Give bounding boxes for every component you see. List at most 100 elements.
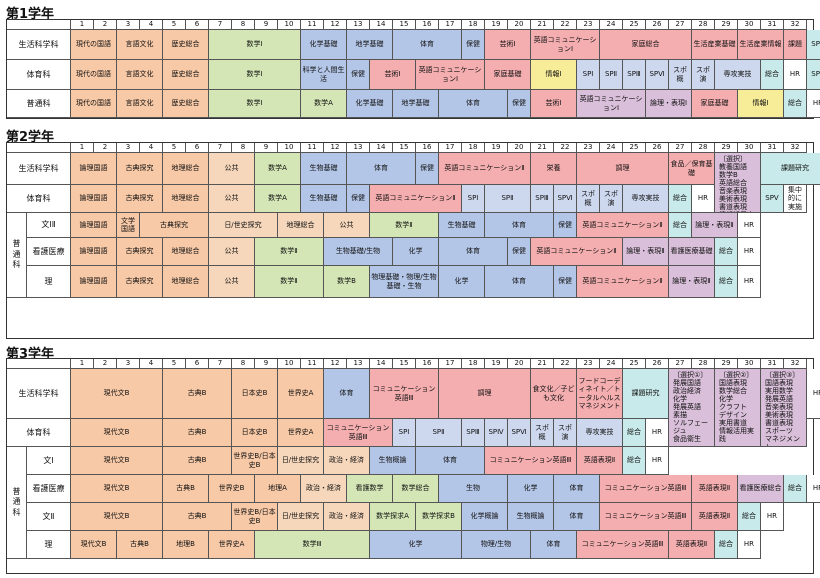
subject-cell: 論理・表現Ⅱ (669, 266, 715, 298)
column-header: 8 (232, 143, 255, 153)
column-header: 18 (462, 359, 485, 369)
column-header: 3 (117, 359, 140, 369)
subject-cell: SPⅠ (393, 419, 416, 447)
subject-cell: コミュニケーション英語Ⅲ (600, 503, 692, 531)
subject-cell: 公共 (209, 238, 255, 266)
column-header: 30 (738, 143, 761, 153)
subject-cell: 古典探究 (140, 213, 209, 238)
subject-cell: HR (807, 369, 820, 419)
column-header: 31 (761, 20, 784, 30)
subject-cell: 数学Ⅰ (209, 60, 301, 90)
subject-cell: 古典B (163, 447, 232, 475)
column-header: 5 (163, 359, 186, 369)
subject-cell: 古典B (163, 419, 232, 447)
subject-cell: 体育 (485, 266, 554, 298)
column-header: 10 (278, 359, 301, 369)
course-label: 理 (27, 531, 71, 559)
subject-cell: スポ演 (692, 60, 715, 90)
column-header: 15 (393, 143, 416, 153)
subject-cell: 英語コミュニケーションⅡ (439, 153, 531, 185)
subject-cell: 調理 (439, 369, 531, 419)
column-header: 14 (370, 359, 393, 369)
grade-3-timetable: 1 2 3 4 5 6 7 8 9 10 11 12 13 14 15 16 17 18 19 20 21 22 23 24 2… (6, 358, 820, 574)
subject-cell: 英語コミュニケーションⅠ (577, 90, 646, 118)
column-header: 1 (71, 359, 94, 369)
subject-cell: SPⅥ (646, 60, 669, 90)
subject-cell: HR (738, 238, 761, 266)
subject-cell: 化学 (370, 531, 462, 559)
subject-cell: 数学A (301, 90, 347, 118)
subject-cell: 情報Ⅰ (531, 60, 577, 90)
subject-cell: SPⅡ (600, 60, 623, 90)
subject-cell: 化学 (439, 266, 485, 298)
subject-cell: 保健 (347, 60, 370, 90)
subject-cell: 世界史A (209, 531, 255, 559)
subject-cell: 看護数学 (347, 475, 393, 503)
subject-cell: コミュニケーション英語Ⅲ (370, 369, 439, 419)
subject-cell: 体育 (439, 238, 508, 266)
subject-cell: 論理国語 (71, 213, 117, 238)
column-header: 6 (186, 359, 209, 369)
subject-cell: 生物概論 (508, 503, 554, 531)
subject-cell: HR (646, 419, 669, 447)
subject-cell: 地理総合 (163, 238, 209, 266)
subject-cell: 栄養 (531, 153, 577, 185)
subject-cell: スポ概 (577, 185, 600, 213)
subject-cell: 歴史総合 (163, 90, 209, 118)
subject-cell: 保健 (508, 90, 531, 118)
subject-cell: 食品／保育基礎 (669, 153, 715, 185)
subject-cell: 総合 (623, 419, 646, 447)
subject-cell: 現代文B (71, 419, 163, 447)
column-header: 24 (600, 359, 623, 369)
column-header: 3 (117, 143, 140, 153)
subject-cell: 現代文B (71, 475, 163, 503)
column-header-corner (7, 143, 71, 153)
column-header-corner (7, 359, 71, 369)
subject-cell: SPⅢ (623, 60, 646, 90)
subject-cell: HR (807, 90, 820, 118)
subject-cell: 家庭基礎 (485, 60, 531, 90)
subject-cell: 調理 (577, 153, 669, 185)
subject-cell: 保健 (554, 213, 577, 238)
column-header: 9 (255, 143, 278, 153)
subject-cell: 食文化／子ども文化 (531, 369, 577, 419)
subject-cell: 英語コミュニケーションⅠ (416, 60, 485, 90)
subject-cell: 数学Ⅱ (255, 238, 324, 266)
subject-cell: 数学B (324, 266, 370, 298)
column-header: 8 (232, 20, 255, 30)
column-header: 20 (508, 359, 531, 369)
subject-cell: 体育 (531, 531, 577, 559)
subject-cell: 保健 (554, 266, 577, 298)
subject-cell: コミュニケーション英語Ⅲ (324, 419, 393, 447)
subject-cell: 数学Ⅲ (255, 531, 370, 559)
subject-cell: 英語コミュニケーションⅡ (531, 238, 623, 266)
column-header: 5 (163, 20, 186, 30)
subject-cell: 現代文B (71, 369, 163, 419)
subject-cell: 生物基礎 (439, 213, 485, 238)
subject-cell: 集中的に実施 (784, 185, 807, 213)
column-header: 12 (324, 143, 347, 153)
column-header: 23 (577, 359, 600, 369)
subject-cell: 地理総合 (163, 153, 209, 185)
column-header: 30 (738, 20, 761, 30)
subject-cell: 古典探究 (117, 238, 163, 266)
subject-cell: 数学Ⅰ (209, 30, 301, 60)
subject-cell: 地学基礎 (347, 30, 393, 60)
subject-cell: 課題 (784, 30, 807, 60)
subject-cell: 看護医療基礎 (669, 238, 715, 266)
column-header: 7 (209, 143, 232, 153)
grade-1-timetable: 1 2 3 4 5 6 7 8 9 10 11 12 13 14 15 16 17 18 19 20 21 22 23 24 2… (6, 19, 820, 119)
column-header: 11 (301, 20, 324, 30)
subject-cell: 体育 (485, 213, 554, 238)
subject-cell: コミュニケーション英語Ⅲ (600, 475, 692, 503)
subject-cell: 専攻実技 (577, 419, 623, 447)
column-header: 28 (692, 143, 715, 153)
column-header: 22 (554, 20, 577, 30)
column-header: 24 (600, 20, 623, 30)
subject-cell: HR (807, 475, 820, 503)
subject-cell: 化学 (393, 238, 439, 266)
subject-cell: 課題研究 (761, 153, 820, 185)
column-header: 9 (255, 20, 278, 30)
subject-cell: SPⅥ (508, 419, 531, 447)
column-header: 19 (485, 20, 508, 30)
